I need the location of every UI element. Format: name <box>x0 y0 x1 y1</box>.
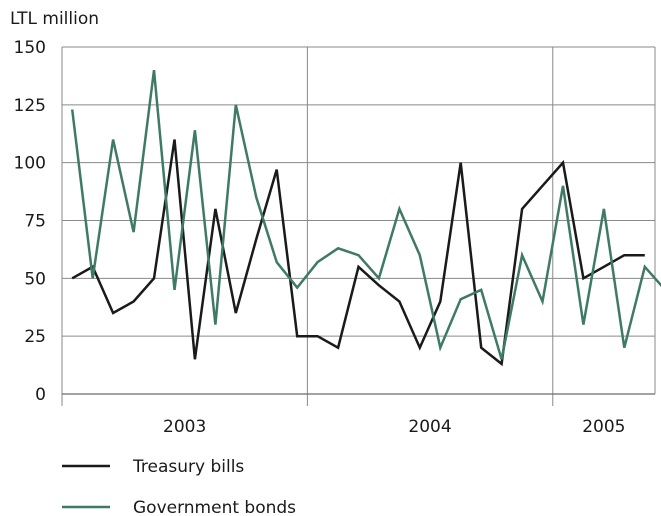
y-tick-label: 0 <box>35 385 46 405</box>
legend: Treasury bills Government bonds <box>62 457 296 516</box>
x-tick-labels: 2003 2004 2005 <box>163 417 625 437</box>
x-tick-label: 2004 <box>408 417 451 437</box>
y-tick-labels: 0 25 50 75 100 125 150 <box>14 38 46 405</box>
y-tick-label: 150 <box>14 38 46 58</box>
x-tick-label: 2005 <box>582 417 625 437</box>
y-tick-label: 50 <box>24 269 46 289</box>
y-tick-label: 75 <box>24 212 46 232</box>
x-tick-label: 2003 <box>163 417 206 437</box>
series-line-treasury-bills <box>71 139 645 367</box>
legend-label-treasury-bills: Treasury bills <box>132 457 244 477</box>
y-tick-label: 125 <box>14 96 46 116</box>
series-lines <box>70 69 661 367</box>
y-axis-label: LTL million <box>10 9 99 29</box>
legend-label-government-bonds: Government bonds <box>133 498 296 516</box>
y-tick-label: 25 <box>24 327 46 347</box>
y-tick-label: 100 <box>14 154 46 174</box>
series-line-government-bonds <box>70 69 661 360</box>
grid <box>61 46 656 406</box>
